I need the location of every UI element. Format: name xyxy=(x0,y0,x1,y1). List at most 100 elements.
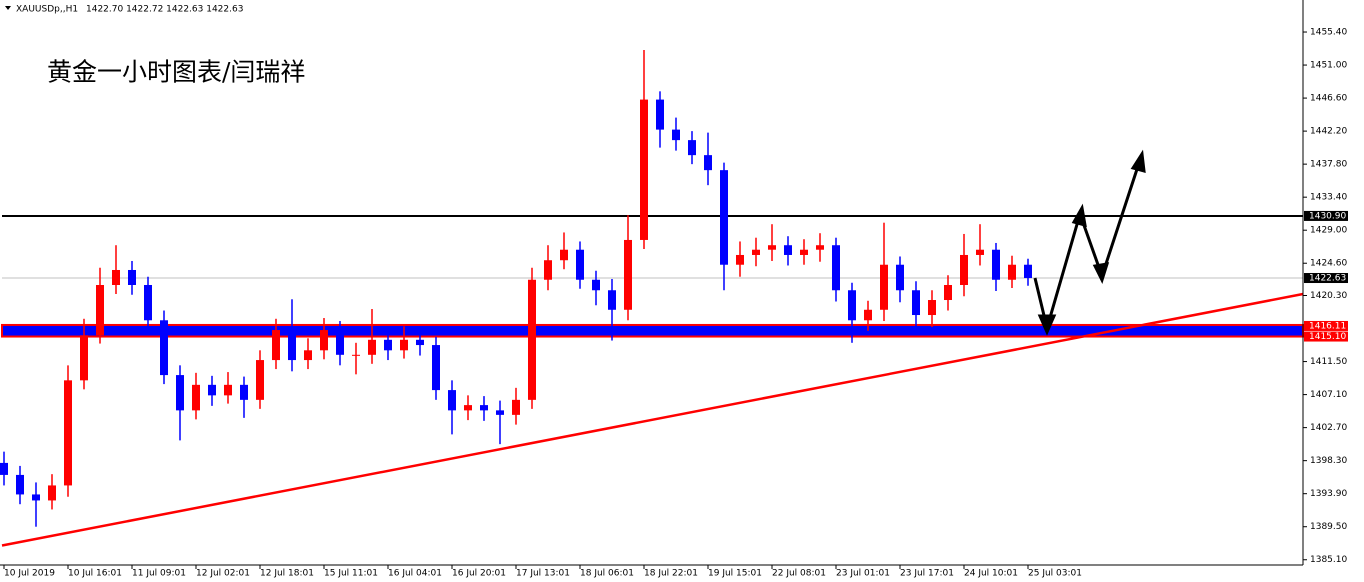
candle-body xyxy=(208,384,216,396)
candle-body xyxy=(256,360,264,400)
candle-body xyxy=(784,245,792,255)
x-tick-label: 19 Jul 15:01 xyxy=(708,569,762,579)
candle-body xyxy=(864,309,872,321)
y-tick-label: 1429.00 xyxy=(1310,226,1347,236)
x-tick-label: 15 Jul 11:01 xyxy=(324,569,378,579)
x-tick-label: 18 Jul 22:01 xyxy=(644,569,698,579)
candle-body xyxy=(288,330,296,361)
candle-body xyxy=(896,264,904,291)
candle-body xyxy=(272,330,280,361)
candle-body xyxy=(16,474,24,495)
candle-body xyxy=(400,339,408,351)
x-tick-label: 24 Jul 10:01 xyxy=(964,569,1018,579)
resistance-label: 1430.90 xyxy=(1309,211,1346,221)
candle-body xyxy=(528,279,536,400)
candle-body xyxy=(592,279,600,291)
candle-body xyxy=(880,264,888,310)
candle-body xyxy=(480,405,488,411)
y-tick-label: 1402.70 xyxy=(1310,423,1347,433)
price-label: 1422.63 xyxy=(1309,274,1346,284)
candle-body xyxy=(336,330,344,355)
candle-body xyxy=(64,380,72,486)
x-tick-label: 16 Jul 04:01 xyxy=(388,569,442,579)
y-tick-label: 1389.50 xyxy=(1310,522,1347,532)
candle-body xyxy=(944,285,952,301)
candle-body xyxy=(0,462,8,475)
y-tick-label: 1433.40 xyxy=(1310,193,1347,203)
candle-body xyxy=(608,290,616,310)
candle-body xyxy=(192,384,200,411)
candle-body xyxy=(464,405,472,411)
candle-body xyxy=(976,249,984,255)
band-low-label: 1415.10 xyxy=(1309,332,1346,342)
header-symbol: XAUUSDp,,H1 xyxy=(16,5,78,15)
candle-body xyxy=(368,339,376,355)
candle-body xyxy=(384,339,392,351)
candle-body xyxy=(624,239,632,310)
trendline xyxy=(1,292,1304,547)
x-tick-label: 22 Jul 08:01 xyxy=(772,569,826,579)
candle-body xyxy=(576,249,584,280)
candle-body xyxy=(352,354,360,356)
x-tick-label: 18 Jul 06:01 xyxy=(580,569,634,579)
y-tick-label: 1411.50 xyxy=(1310,357,1347,367)
y-tick-label: 1451.00 xyxy=(1310,61,1347,71)
x-tick-label: 16 Jul 20:01 xyxy=(452,569,506,579)
candle-body xyxy=(736,254,744,265)
candle-body xyxy=(496,410,504,415)
candle-body xyxy=(768,245,776,250)
price-label-box xyxy=(1304,273,1348,284)
candle-body xyxy=(416,339,424,346)
candle-body xyxy=(32,494,40,501)
x-tick-label: 23 Jul 17:01 xyxy=(900,569,954,579)
candle-body xyxy=(432,345,440,391)
candle-body xyxy=(304,350,312,361)
candle-body xyxy=(960,254,968,285)
candle-body xyxy=(80,335,88,381)
candle-body xyxy=(544,260,552,280)
candle-body xyxy=(800,249,808,255)
candle-body xyxy=(512,399,520,415)
x-tick-label: 10 Jul 2019 xyxy=(4,569,55,579)
x-tick-label: 12 Jul 18:01 xyxy=(260,569,314,579)
y-tick-label: 1420.30 xyxy=(1310,291,1347,301)
candle-body xyxy=(832,245,840,291)
candle-body xyxy=(128,269,136,285)
candle-body xyxy=(144,285,152,321)
candle-body xyxy=(560,249,568,261)
candle-body xyxy=(704,155,712,171)
forecast-arrow xyxy=(1033,149,1146,336)
x-tick-label: 11 Jul 09:01 xyxy=(132,569,186,579)
candle-body xyxy=(672,129,680,141)
candle-body xyxy=(720,170,728,265)
header-icon xyxy=(5,6,11,10)
y-tick-label: 1442.20 xyxy=(1310,127,1347,137)
candle-body xyxy=(160,320,168,376)
y-tick-label: 1446.60 xyxy=(1310,94,1347,104)
candle-body xyxy=(848,290,856,321)
y-tick-label: 1424.60 xyxy=(1310,259,1347,269)
candle-body xyxy=(992,249,1000,280)
resistance-label-box xyxy=(1304,210,1348,221)
candle-body xyxy=(656,99,664,130)
y-tick-label: 1385.10 xyxy=(1310,555,1347,565)
x-tick-label: 23 Jul 01:01 xyxy=(836,569,890,579)
candle-body xyxy=(48,485,56,501)
y-tick-label: 1407.10 xyxy=(1310,390,1347,400)
candle-body xyxy=(688,140,696,156)
candle-body xyxy=(176,375,184,411)
candle-body xyxy=(816,245,824,250)
candle-body xyxy=(112,269,120,285)
candle-body xyxy=(928,300,936,316)
candle-body xyxy=(240,384,248,400)
x-tick-label: 25 Jul 03:01 xyxy=(1028,569,1082,579)
candle-body xyxy=(96,285,104,336)
y-tick-label: 1393.90 xyxy=(1310,489,1347,499)
x-tick-label: 10 Jul 16:01 xyxy=(68,569,122,579)
candle-body xyxy=(1008,264,1016,280)
band-high-label-box xyxy=(1304,320,1348,331)
candle-body xyxy=(1024,264,1032,279)
band-high-label: 1416.11 xyxy=(1309,321,1346,331)
